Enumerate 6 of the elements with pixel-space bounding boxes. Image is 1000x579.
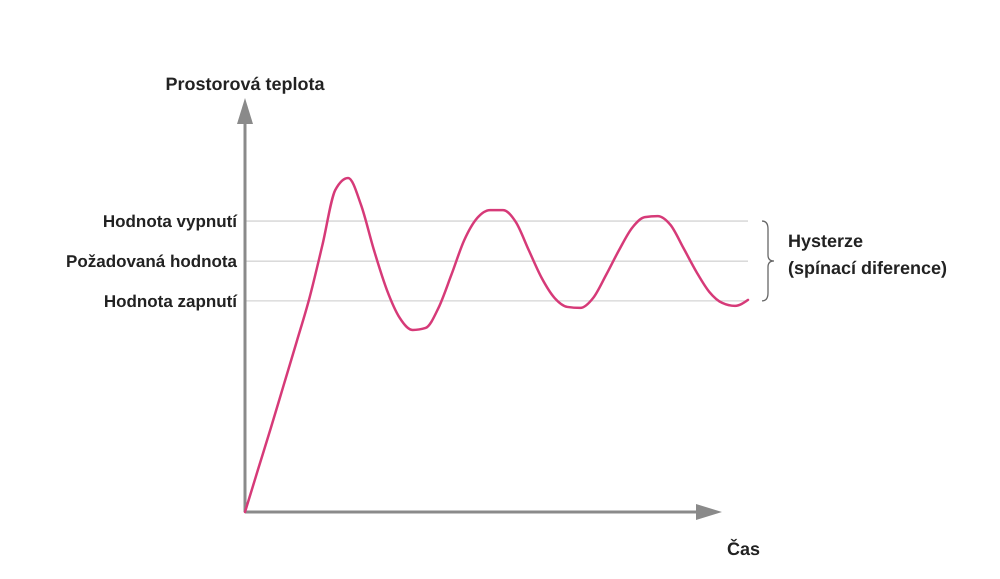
y-axis-title: Prostorová teplota [165, 74, 326, 94]
ref-line-label: Hodnota zapnutí [104, 292, 238, 311]
ref-line-label: Požadovaná hodnota [66, 252, 238, 272]
text: Hysterze (spínací diference) [788, 231, 948, 278]
x-axis-title: Čas [727, 538, 760, 559]
ref-line-label: Hodnota vypnutí [102, 212, 238, 232]
